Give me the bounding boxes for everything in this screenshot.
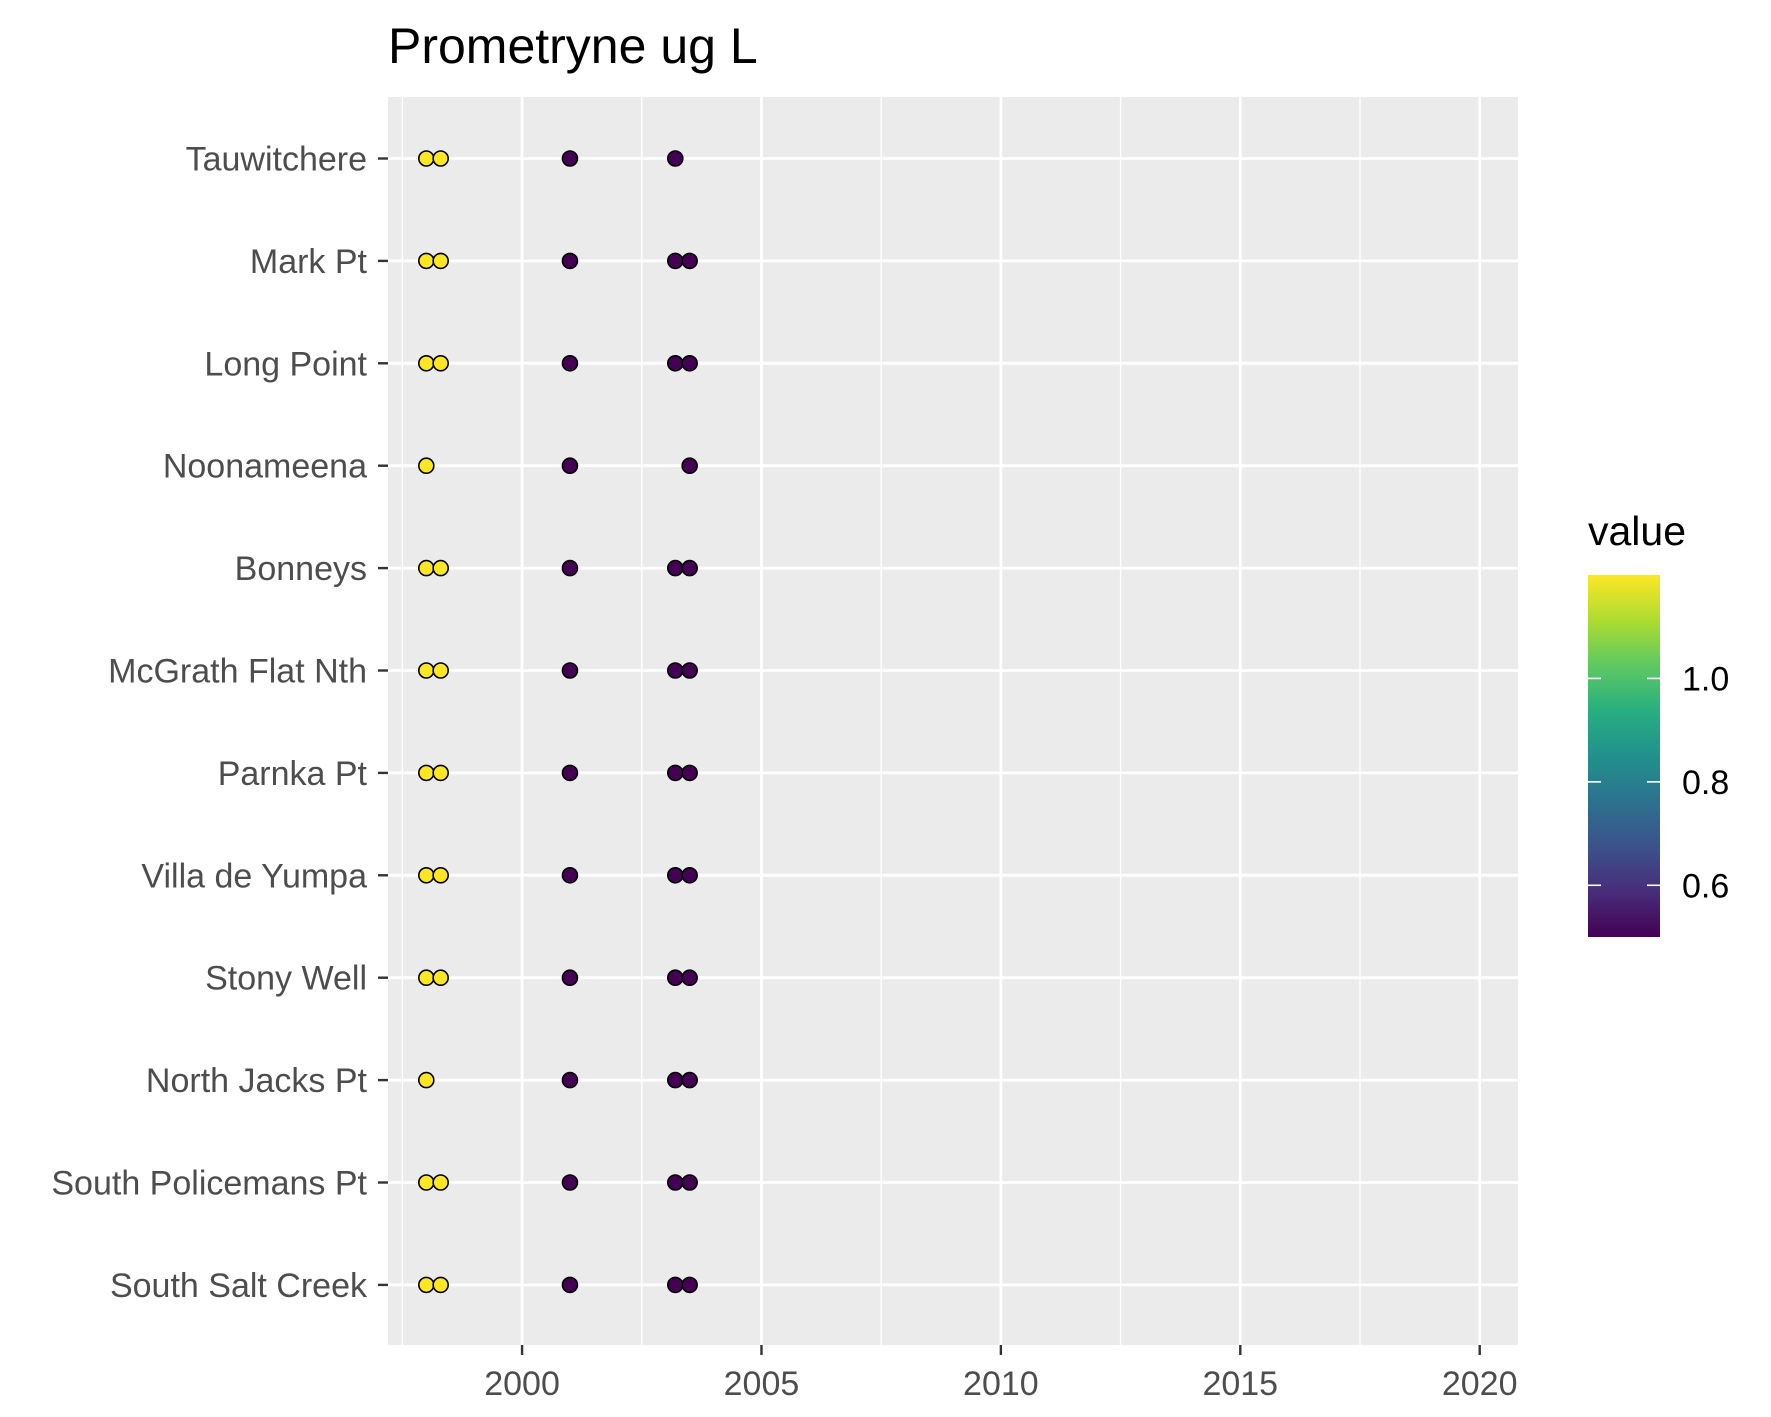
x-tick-label: 2015 (1202, 1365, 1278, 1403)
data-point (561, 969, 579, 987)
data-points (418, 150, 698, 1294)
data-point (432, 559, 449, 577)
y-axis: Tauwitchere Mark Pt Long Point Noonameena Bo… (51, 141, 388, 1305)
minor-gridlines (401, 97, 1361, 1345)
legend: value 0.6 0.8 1.0 (1588, 508, 1729, 937)
data-point (418, 252, 435, 270)
data-point (681, 252, 698, 270)
y-tick-label: South Policemans Pt (51, 1165, 367, 1203)
data-point (666, 764, 684, 782)
y-tick-label: Stony Well (205, 960, 367, 998)
data-point (681, 969, 698, 987)
legend-title: value (1588, 508, 1686, 554)
data-point (432, 1174, 449, 1191)
data-point (666, 1174, 684, 1191)
data-point (432, 252, 449, 270)
plot-panel (388, 97, 1518, 1345)
x-axis: 2000 2005 2010 2015 2020 (484, 1345, 1518, 1403)
data-point (561, 457, 579, 475)
y-tick-label: Tauwitchere (186, 141, 367, 179)
data-point (432, 866, 449, 884)
x-tick-label: 2005 (724, 1365, 800, 1403)
data-point (666, 969, 684, 987)
data-point (666, 1071, 684, 1089)
data-point (418, 866, 435, 884)
y-tick-label: McGrath Flat Nth (108, 653, 367, 691)
data-point (418, 1276, 435, 1294)
data-point (561, 150, 579, 167)
data-point (561, 354, 579, 372)
data-point (418, 1174, 435, 1191)
data-point (666, 252, 684, 270)
data-point (418, 457, 435, 475)
x-tick-label: 2020 (1442, 1365, 1518, 1403)
data-point (561, 662, 579, 679)
data-point (666, 354, 684, 372)
data-point (561, 1071, 579, 1089)
data-point (432, 764, 449, 782)
data-point (561, 866, 579, 884)
data-point (432, 1276, 449, 1294)
data-point (681, 457, 698, 475)
data-point (666, 150, 684, 167)
legend-tick-label: 0.8 (1682, 764, 1729, 802)
y-tick-label: Villa de Yumpa (141, 857, 367, 895)
legend-tick-label: 0.6 (1682, 867, 1729, 905)
y-tick-label: Bonneys (235, 550, 367, 588)
y-tick-label: Parnka Pt (218, 755, 368, 793)
data-point (432, 662, 449, 679)
data-point (418, 559, 435, 577)
x-tick-label: 2010 (963, 1365, 1039, 1403)
data-point (666, 559, 684, 577)
y-tick-label: Long Point (204, 345, 367, 383)
data-point (561, 764, 579, 782)
y-tick-label: South Salt Creek (110, 1267, 368, 1305)
data-point (666, 1276, 684, 1294)
data-point (681, 559, 698, 577)
data-point (418, 150, 435, 167)
data-point (418, 1071, 435, 1089)
data-point (432, 354, 449, 372)
data-point (681, 764, 698, 782)
y-tick-label: Noonameena (163, 448, 367, 486)
data-point (561, 1276, 579, 1294)
data-point (681, 866, 698, 884)
y-tick-label: North Jacks Pt (146, 1062, 368, 1100)
legend-tick-label: 1.0 (1682, 660, 1729, 698)
data-point (432, 969, 449, 987)
data-point (418, 764, 435, 782)
x-tick-label: 2000 (484, 1365, 560, 1403)
data-point (418, 969, 435, 987)
data-point (418, 662, 435, 679)
data-point (666, 662, 684, 679)
data-point (418, 354, 435, 372)
data-point (681, 354, 698, 372)
chart-title: Prometryne ug L (388, 18, 758, 74)
data-point (681, 1174, 698, 1191)
data-point (681, 1071, 698, 1089)
data-point (666, 866, 684, 884)
legend-colorbar (1588, 575, 1660, 937)
data-point (561, 559, 579, 577)
data-point (432, 150, 449, 167)
data-point (561, 252, 579, 270)
y-tick-label: Mark Pt (250, 243, 368, 281)
data-point (561, 1174, 579, 1191)
data-point (681, 662, 698, 679)
legend-ticks: 0.6 0.8 1.0 (1588, 660, 1729, 905)
data-point (681, 1276, 698, 1294)
